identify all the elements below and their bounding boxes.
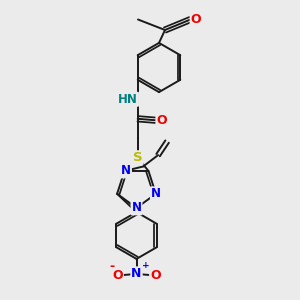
- Text: +: +: [142, 262, 149, 271]
- Text: S: S: [133, 151, 142, 164]
- Text: O: O: [156, 114, 167, 127]
- Text: N: N: [151, 187, 161, 200]
- Text: N: N: [131, 201, 142, 214]
- Text: HN: HN: [118, 93, 138, 106]
- Text: O: O: [112, 269, 123, 282]
- Text: N: N: [121, 164, 131, 178]
- Text: -: -: [110, 260, 115, 273]
- Text: N: N: [131, 267, 142, 280]
- Text: O: O: [190, 13, 201, 26]
- Text: O: O: [150, 269, 161, 282]
